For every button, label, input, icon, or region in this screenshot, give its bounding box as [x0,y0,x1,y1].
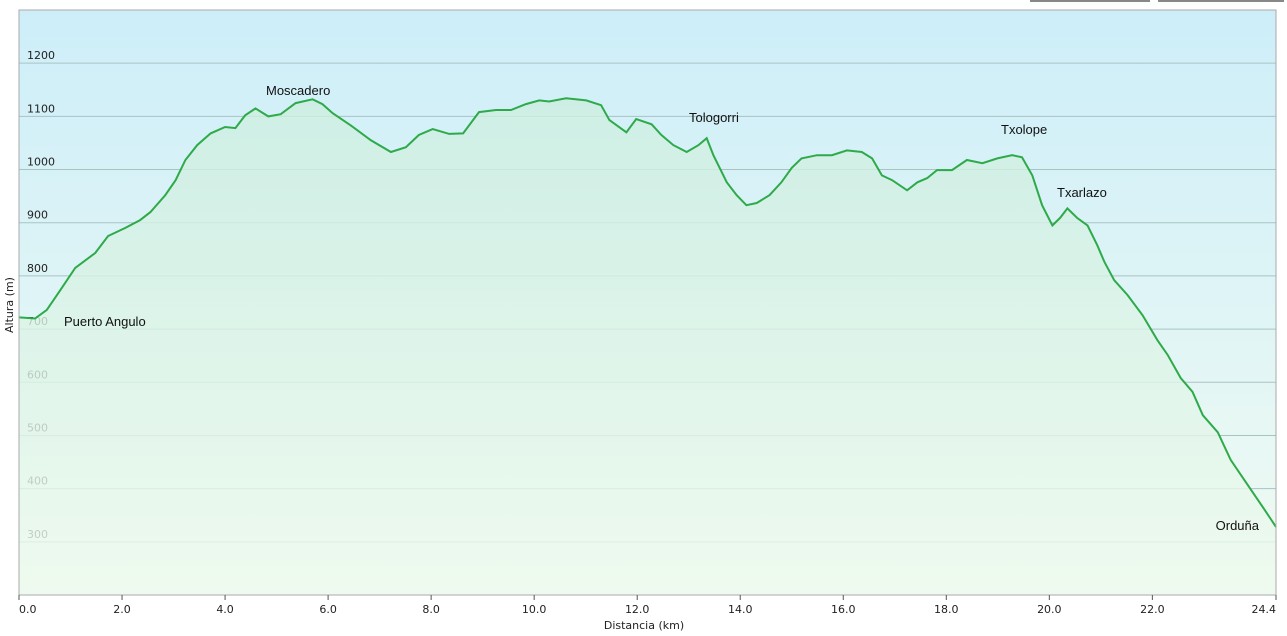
plot-frame [18,9,1277,596]
y-axis-title: Altura (m) [3,277,16,333]
y-tick-label: 900 [27,209,48,222]
x-tick-label: 8.0 [422,603,440,616]
peak-label: Tologorri [689,110,739,125]
x-tick-label: 2.0 [113,603,131,616]
peak-label: Moscadero [266,83,330,98]
x-tick-label: 14.0 [728,603,753,616]
x-tick-label: 4.0 [216,603,234,616]
x-tick-label: 22.0 [1140,603,1165,616]
x-tick-label: 24.4 [1252,603,1277,616]
y-tick-label: 800 [27,262,48,275]
x-tick-label: 0.0 [19,603,37,616]
y-tick-label: 1200 [27,49,55,62]
peak-label: Puerto Angulo [64,314,146,329]
peak-label: Orduña [1216,518,1260,533]
area-fill [19,98,1276,596]
x-tick-label: 10.0 [522,603,547,616]
y-tick-label: 1000 [27,156,55,169]
x-tick-label: 20.0 [1037,603,1062,616]
elevation-line [18,97,1277,528]
x-tick-label: 16.0 [831,603,856,616]
peak-label: Txolope [1001,122,1047,137]
x-axis-title: Distancia (km) [604,619,684,632]
peak-label: Txarlazo [1057,185,1107,200]
x-tick-label: 18.0 [934,603,959,616]
y-tick-label: 1100 [27,102,55,115]
x-tick-label: 6.0 [319,603,337,616]
x-tick-label: 12.0 [625,603,650,616]
